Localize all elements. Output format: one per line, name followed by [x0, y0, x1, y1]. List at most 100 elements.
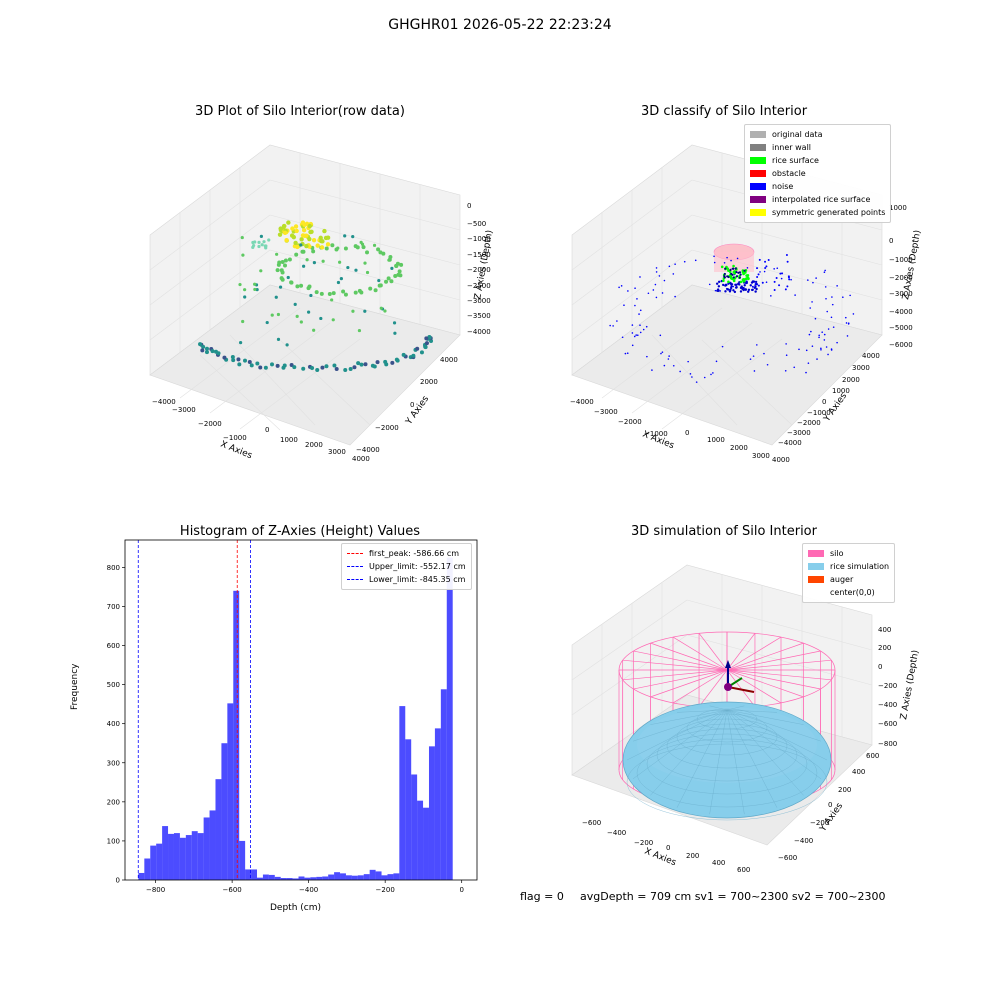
silo-spoke: [633, 669, 728, 690]
hist-bar-19: [251, 869, 257, 880]
p1-point: [294, 252, 299, 257]
p2-noise-point: [694, 259, 697, 262]
p1-point: [300, 220, 306, 225]
p2-noise-point: [717, 285, 721, 288]
silo-spoke: [726, 669, 821, 690]
svg-text:−1000: −1000: [223, 434, 247, 442]
p2-noise-point: [784, 288, 787, 291]
svg-text:−3000: −3000: [594, 408, 618, 416]
svg-text:−2000: −2000: [618, 418, 642, 426]
p1-point: [365, 250, 370, 255]
p2-noise-point: [755, 287, 758, 291]
svg-text:0: 0: [410, 401, 414, 409]
p1-point: [280, 259, 285, 264]
p2-noise-point: [737, 271, 740, 274]
hist-bar-31: [322, 876, 329, 880]
p2-noise-point: [609, 324, 611, 327]
silo-spoke: [698, 669, 728, 707]
legend-center: center(0,0): [808, 586, 889, 599]
p2-noise-point: [773, 288, 776, 291]
p2-noise-point: [687, 360, 689, 363]
p2-noise-point: [618, 286, 620, 289]
p2-noise-point: [754, 290, 757, 293]
p1-point: [363, 362, 368, 367]
p2-noise-point: [824, 286, 827, 288]
p2-noise-point: [612, 325, 614, 327]
p2-noise-point: [703, 376, 706, 379]
legend-noise: noise: [750, 180, 885, 193]
rice-mesh-line: [726, 705, 745, 711]
p1-point: [283, 258, 288, 263]
hist-bar-48: [423, 807, 429, 880]
p2-noise-point: [810, 330, 812, 333]
p2-noise-point: [763, 270, 766, 273]
p1-point: [343, 292, 348, 297]
p1-point: [334, 367, 339, 372]
p1-point: [319, 245, 325, 250]
p2-rice-point: [747, 277, 750, 281]
p2-noise-point: [722, 283, 725, 287]
p1-point: [397, 269, 402, 274]
svg-text:200: 200: [686, 852, 699, 860]
svg-text:4000: 4000: [352, 455, 370, 463]
p1-point: [287, 257, 292, 262]
p1-point: [375, 360, 380, 365]
p1-point: [277, 260, 282, 265]
histogram-chart: −800 −600 −400 −200 0 0 100 200 300 400 500 600 700 8…: [107, 539, 478, 894]
silo-spoke: [650, 669, 728, 698]
p2-noise-point: [798, 348, 800, 351]
p2-noise-point: [824, 269, 826, 272]
p2-noise-point: [764, 260, 767, 263]
classify-legend: original data inner wall rice surface ob…: [744, 124, 892, 223]
legend-obstacle: obstacle: [750, 167, 885, 180]
hist-xtick-2: −400: [299, 886, 318, 894]
p2-noise-point: [823, 271, 826, 274]
p1-point: [241, 253, 245, 257]
p2-noise-point: [780, 277, 783, 280]
p1-point: [324, 364, 329, 369]
p2-noise-point: [683, 260, 686, 263]
p2-rice-point: [732, 270, 736, 274]
p1-point: [289, 233, 295, 238]
p2-noise-point: [661, 351, 664, 353]
legend-interpolated-rice-surface: interpolated rice surface: [750, 193, 885, 206]
p2-noise-point: [624, 352, 627, 355]
panel3-title: Histogram of Z-Axies (Height) Values: [179, 524, 421, 539]
p2-noise-point: [713, 255, 715, 258]
svg-text:−1000: −1000: [889, 256, 913, 264]
p1-point: [307, 236, 312, 242]
p2-noise-point: [620, 285, 623, 287]
p1-point: [310, 365, 315, 370]
p2-noise-point: [735, 283, 738, 286]
svg-text:400: 400: [852, 768, 865, 776]
hist-bar-22: [268, 874, 275, 880]
hist-bar-9: [191, 831, 198, 880]
rice-mesh-line: [632, 709, 728, 742]
p2-noise-point: [765, 265, 768, 268]
p2-noise-point: [744, 288, 747, 291]
p1-point: [324, 246, 329, 251]
svg-text:1000: 1000: [280, 436, 298, 444]
svg-text:Z Axies (Depth): Z Axies (Depth): [901, 229, 922, 300]
rice-mesh-line: [726, 709, 822, 742]
svg-text:−1000: −1000: [467, 235, 491, 243]
svg-text:−2000: −2000: [467, 266, 491, 274]
p1-point: [368, 286, 373, 291]
p1-point: [314, 290, 319, 295]
silo-spoke: [726, 669, 832, 681]
p1-point: [282, 230, 288, 236]
svg-text:0: 0: [878, 663, 882, 671]
p1-point: [255, 361, 260, 366]
figure-suptitle: GHGHR01 2026-05-22 22:23:24: [388, 17, 612, 33]
svg-text:−500: −500: [467, 220, 486, 228]
p1-point: [236, 357, 241, 362]
hist-bar-30: [316, 876, 323, 880]
rice-mesh-line: [646, 733, 808, 795]
p2-noise-point: [721, 345, 724, 348]
p1-point: [343, 246, 348, 251]
p2-noise-point: [655, 267, 658, 269]
silo-spoke: [622, 669, 728, 681]
hist-bar-41: [381, 875, 388, 880]
p2-noise-point: [717, 280, 721, 284]
p2-noise-point: [636, 298, 638, 300]
